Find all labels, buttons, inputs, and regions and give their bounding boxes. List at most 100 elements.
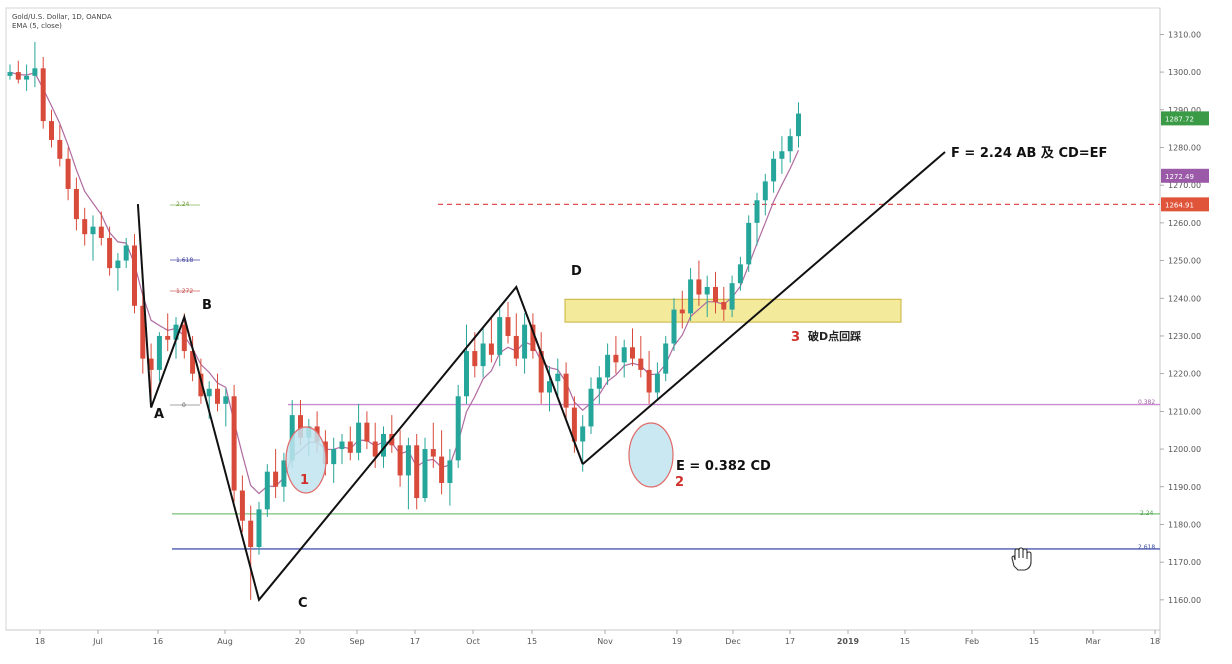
level-label-2-618: 2.618 — [1138, 544, 1155, 551]
harmonic-pattern — [136, 151, 946, 602]
candle-body — [713, 286, 718, 303]
price-badge-label: 1272.49 — [1165, 173, 1194, 181]
x-tick-label: Jul — [92, 637, 103, 646]
candle-body — [32, 68, 38, 76]
candle-body — [638, 358, 644, 370]
candle-body — [49, 121, 54, 140]
candle-body — [15, 72, 21, 80]
level-label-2-24: 2.24 — [1140, 510, 1154, 517]
candle-body — [364, 422, 370, 442]
pattern-ef-line — [582, 151, 946, 465]
candle-body — [7, 72, 13, 76]
candle-body — [331, 449, 337, 465]
candle-body — [696, 279, 702, 295]
y-tick-label: 1250.00 — [1168, 257, 1201, 266]
y-tick-label: 1270.00 — [1168, 181, 1201, 190]
candle-body — [729, 283, 735, 310]
marker-1: 1 — [300, 473, 309, 488]
price-axis: 1310.00 1300.00 1290.00 1280.00 1270.00 1260.… — [1160, 30, 1209, 605]
x-tick-label: 15 — [900, 637, 910, 646]
hand-cursor-icon — [1011, 547, 1032, 571]
x-tick-label: Sep — [349, 637, 364, 646]
candle-body — [264, 471, 270, 510]
candle-body — [796, 113, 801, 137]
x-tick-label: 19 — [672, 637, 682, 646]
candle-body — [397, 445, 403, 476]
x-tick-label: Dec — [725, 637, 740, 646]
fib-label-0: 0 — [182, 402, 186, 409]
price-badge — [1161, 111, 1209, 126]
candle-body — [24, 75, 30, 80]
y-tick-label: 1200.00 — [1168, 445, 1201, 454]
marker-2: 2 — [675, 475, 684, 490]
x-tick-label: 17 — [410, 637, 420, 646]
candle-body — [422, 449, 428, 499]
candle-body — [688, 279, 694, 314]
candle-body — [190, 351, 196, 374]
candle-body — [132, 245, 137, 306]
x-tick-label: 2019 — [837, 637, 860, 646]
x-tick-label: 17 — [785, 637, 795, 646]
level-lines — [170, 203, 1160, 550]
candle-body — [73, 188, 79, 220]
candle-body — [513, 335, 519, 359]
candle-body — [571, 407, 577, 442]
candle-body — [779, 151, 785, 159]
level-label-0-382: 0.382 — [1138, 399, 1155, 406]
price-badge — [1161, 168, 1209, 183]
y-tick-label: 1240.00 — [1168, 294, 1201, 303]
y-tick-label: 1300.00 — [1168, 68, 1201, 77]
candle-body — [762, 181, 768, 201]
y-tick-label: 1180.00 — [1168, 520, 1201, 529]
f-annotation: F = 2.24 AB 及 CD=EF — [951, 146, 1107, 161]
candle-body — [530, 324, 536, 352]
candle-body — [671, 309, 677, 344]
d-retest-note: 破D点回踩 — [808, 329, 861, 343]
candle-body — [206, 388, 212, 397]
fib-label-1-618: 1.618 — [176, 257, 193, 264]
candle-body — [115, 260, 121, 269]
candle-body — [455, 396, 461, 461]
candle-body — [439, 456, 445, 483]
candle-body — [98, 226, 104, 238]
pattern-xa-line — [136, 203, 153, 408]
candle-body — [679, 309, 685, 314]
candle-body — [654, 373, 660, 393]
candle-body — [256, 509, 262, 548]
candle-body — [737, 264, 743, 284]
point-d-label: D — [571, 264, 582, 279]
candle-body — [538, 351, 544, 393]
candle-body — [447, 460, 453, 483]
candle-body — [156, 335, 162, 370]
x-tick-label: 16 — [153, 637, 163, 646]
highlight-circles — [285, 422, 674, 494]
candle-body — [123, 245, 129, 261]
candle-body — [746, 222, 752, 265]
candle-body — [754, 200, 760, 223]
marker-3: 3 — [791, 330, 800, 345]
candle-body — [472, 351, 478, 367]
x-tick-label: Aug — [217, 637, 233, 646]
candle-body — [488, 343, 494, 355]
candle-body — [630, 347, 635, 359]
candle-body — [339, 441, 345, 450]
candle-body — [165, 335, 171, 340]
y-tick-label: 1280.00 — [1168, 143, 1201, 152]
candle-body — [405, 445, 411, 476]
price-badge-label: 1264.91 — [1165, 201, 1194, 209]
x-tick-label: 18 — [35, 637, 45, 646]
candle-body — [414, 445, 420, 499]
candle-body — [580, 426, 586, 442]
candle-body — [505, 317, 511, 336]
candle-body — [497, 317, 503, 355]
highlight-circle-2 — [628, 422, 674, 488]
x-tick-label: Feb — [965, 637, 979, 646]
candle-body — [771, 158, 777, 182]
y-tick-label: 1230.00 — [1168, 332, 1201, 341]
candle-body — [563, 373, 569, 408]
candle-body — [621, 347, 627, 363]
highlight-circle-1 — [285, 426, 327, 494]
candle-body — [215, 388, 220, 404]
